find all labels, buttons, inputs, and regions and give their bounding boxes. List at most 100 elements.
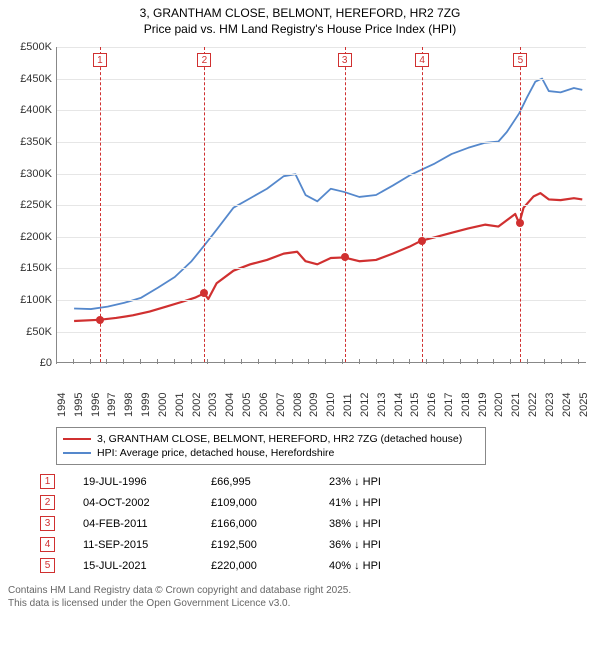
y-axis-label: £400K	[8, 104, 52, 116]
row-date: 04-FEB-2011	[83, 518, 183, 530]
x-tick	[275, 359, 276, 364]
sale-marker-box: 4	[415, 53, 429, 67]
x-tick	[73, 359, 74, 364]
x-tick	[106, 359, 107, 364]
x-tick	[90, 359, 91, 364]
sale-marker-line	[520, 47, 521, 362]
sale-marker-line	[204, 47, 205, 362]
y-axis-label: £500K	[8, 41, 52, 53]
sale-marker-box: 1	[93, 53, 107, 67]
row-date: 15-JUL-2021	[83, 560, 183, 572]
x-tick	[493, 359, 494, 364]
x-tick	[308, 359, 309, 364]
x-tick	[359, 359, 360, 364]
legend-swatch	[63, 452, 91, 454]
x-tick	[578, 359, 579, 364]
legend-swatch	[63, 438, 91, 440]
y-axis-label: £300K	[8, 168, 52, 180]
x-tick	[56, 359, 57, 364]
x-tick	[409, 359, 410, 364]
x-tick	[460, 359, 461, 364]
gridline	[57, 300, 586, 301]
legend-item-hpi: HPI: Average price, detached house, Here…	[63, 446, 479, 460]
gridline	[57, 268, 586, 269]
x-tick	[443, 359, 444, 364]
y-axis-label: £100K	[8, 294, 52, 306]
y-axis-label: £50K	[8, 326, 52, 338]
row-marker-box: 3	[40, 516, 55, 531]
sale-marker-box: 2	[197, 53, 211, 67]
y-axis-label: £450K	[8, 73, 52, 85]
chart-container: 3, GRANTHAM CLOSE, BELMONT, HEREFORD, HR…	[0, 0, 600, 614]
footer: Contains HM Land Registry data © Crown c…	[8, 584, 592, 610]
legend: 3, GRANTHAM CLOSE, BELMONT, HEREFORD, HR…	[56, 427, 486, 465]
x-tick	[561, 359, 562, 364]
gridline	[57, 237, 586, 238]
sale-marker-dot	[96, 316, 104, 324]
x-tick	[426, 359, 427, 364]
row-price: £220,000	[211, 560, 301, 572]
x-tick	[325, 359, 326, 364]
y-axis-label: £250K	[8, 199, 52, 211]
y-axis-label: £0	[8, 357, 52, 369]
x-tick	[174, 359, 175, 364]
x-tick	[342, 359, 343, 364]
legend-item-property: 3, GRANTHAM CLOSE, BELMONT, HEREFORD, HR…	[63, 432, 479, 446]
series-property	[74, 193, 582, 321]
x-tick	[123, 359, 124, 364]
table-row: 3 04-FEB-2011 £166,000 38% ↓ HPI	[40, 513, 592, 534]
x-tick	[393, 359, 394, 364]
x-tick	[140, 359, 141, 364]
table-row: 2 04-OCT-2002 £109,000 41% ↓ HPI	[40, 492, 592, 513]
row-pct: 23% ↓ HPI	[329, 476, 439, 488]
row-pct: 40% ↓ HPI	[329, 560, 439, 572]
x-tick	[258, 359, 259, 364]
x-tick	[477, 359, 478, 364]
row-price: £66,995	[211, 476, 301, 488]
title-line-2: Price paid vs. HM Land Registry's House …	[8, 22, 592, 38]
row-pct: 41% ↓ HPI	[329, 497, 439, 509]
table-row: 515-JUL-2021£220,00040% ↓ HPI	[40, 555, 592, 576]
x-tick	[292, 359, 293, 364]
row-price: £166,000	[211, 518, 301, 530]
row-date: 11-SEP-2015	[83, 539, 183, 551]
gridline	[57, 110, 586, 111]
x-tick	[544, 359, 545, 364]
table-row: 411-SEP-2015£192,50036% ↓ HPI	[40, 534, 592, 555]
row-date: 04-OCT-2002	[83, 497, 183, 509]
sale-marker-dot	[200, 289, 208, 297]
row-marker-box: 1	[40, 474, 55, 489]
row-date: 19-JUL-1996	[83, 476, 183, 488]
gridline	[57, 332, 586, 333]
x-tick	[207, 359, 208, 364]
gridline	[57, 142, 586, 143]
row-price: £109,000	[211, 497, 301, 509]
legend-label: HPI: Average price, detached house, Here…	[97, 447, 334, 459]
x-tick	[241, 359, 242, 364]
y-axis-label: £200K	[8, 231, 52, 243]
series-hpi	[74, 79, 582, 310]
sale-marker-dot	[418, 237, 426, 245]
y-axis-label: £150K	[8, 262, 52, 274]
gridline	[57, 205, 586, 206]
title-line-1: 3, GRANTHAM CLOSE, BELMONT, HEREFORD, HR…	[8, 6, 592, 22]
chart: 12345 £0£50K£100K£150K£200K£250K£300K£35…	[8, 41, 592, 421]
x-tick	[224, 359, 225, 364]
legend-label: 3, GRANTHAM CLOSE, BELMONT, HEREFORD, HR…	[97, 433, 462, 445]
row-pct: 36% ↓ HPI	[329, 539, 439, 551]
sale-marker-dot	[516, 219, 524, 227]
sale-marker-dot	[341, 253, 349, 261]
table-row: 1 19-JUL-1996 £66,995 23% ↓ HPI	[40, 471, 592, 492]
row-pct: 38% ↓ HPI	[329, 518, 439, 530]
title-block: 3, GRANTHAM CLOSE, BELMONT, HEREFORD, HR…	[8, 6, 592, 37]
plot-area: 12345	[56, 47, 586, 363]
gridline	[57, 79, 586, 80]
footer-line-1: Contains HM Land Registry data © Crown c…	[8, 584, 592, 597]
x-tick	[376, 359, 377, 364]
row-marker-box: 2	[40, 495, 55, 510]
gridline	[57, 47, 586, 48]
sales-table: 1 19-JUL-1996 £66,995 23% ↓ HPI 2 04-OCT-2002…	[40, 471, 592, 576]
x-tick	[157, 359, 158, 364]
row-price: £192,500	[211, 539, 301, 551]
sale-marker-line	[422, 47, 423, 362]
